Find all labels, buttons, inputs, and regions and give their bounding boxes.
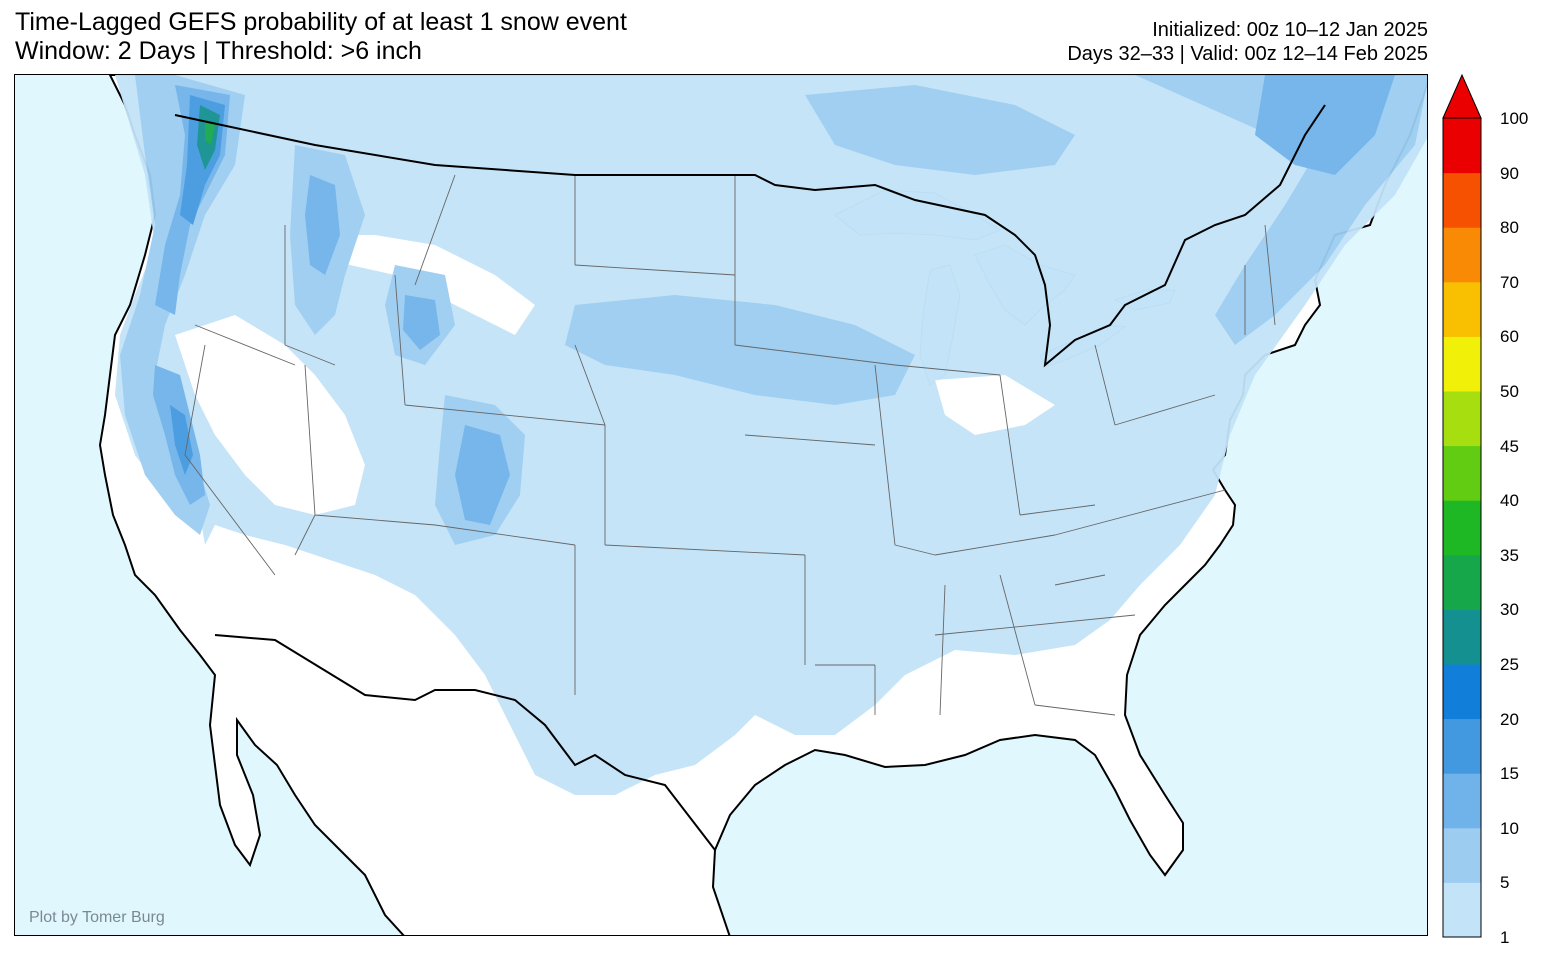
prob-10-colorado	[455, 425, 510, 525]
colorbar-tick-label: 35	[1500, 545, 1519, 565]
colorbar-tick-label: 10	[1500, 818, 1519, 838]
conus-map	[98, 75, 1427, 935]
colorbar-tick-label: 90	[1500, 163, 1519, 183]
colorbar-tick-label: 20	[1500, 709, 1519, 729]
colorbar-segment	[1443, 118, 1481, 174]
boundary-lines	[184, 174, 1276, 716]
colorbar-segment	[1443, 172, 1481, 228]
prob-5-west-coast	[120, 75, 245, 535]
title-line-2: Window: 2 Days | Threshold: >6 inch	[15, 37, 422, 65]
colorbar-segment	[1443, 391, 1481, 447]
colorbar-tick-label: 45	[1500, 436, 1519, 456]
colorbar-segment	[1443, 718, 1481, 774]
prob-10-maine	[1255, 75, 1395, 175]
run-info: Initialized: 00z 10–12 Jan 2025 Days 32–…	[1067, 18, 1428, 66]
colorbar-tick-label: 1	[1500, 928, 1510, 947]
colorbar-tick-label: 100	[1500, 109, 1529, 128]
map-panel: Plot by Tomer Burg	[14, 74, 1428, 936]
probability-shading	[115, 75, 1427, 795]
colorbar-tick-label: 5	[1500, 873, 1510, 893]
initialized-text: Initialized: 00z 10–12 Jan 2025	[1152, 19, 1428, 41]
plot-credit: Plot by Tomer Burg	[29, 909, 165, 926]
colorbar-extension-arrow	[1442, 74, 1482, 119]
colorbar-segment	[1443, 500, 1481, 556]
prob-30-cascades	[205, 120, 215, 145]
colorbar	[1442, 74, 1482, 938]
colorbar-segment	[1443, 827, 1481, 883]
colorbar-tick-label: 50	[1500, 382, 1519, 401]
us-mexico-border	[214, 634, 716, 851]
colorbar-tick-label: 25	[1500, 655, 1519, 674]
state-boundaries	[184, 174, 1276, 716]
prob-10-rockies-idaho	[305, 175, 340, 275]
colorbar-tick-label: 30	[1500, 600, 1519, 620]
colorbar-tick-label: 40	[1500, 491, 1519, 511]
colorbar-tick-label: 80	[1500, 218, 1519, 238]
clear-wisconsin-gap	[935, 375, 1055, 435]
prob-5-ontario-quebec	[805, 85, 1075, 175]
colorbar-segment	[1443, 664, 1481, 720]
title-line-1: Time-Lagged GEFS probability of at least…	[15, 8, 627, 36]
prob-5-northern-plains	[565, 295, 915, 405]
colorbar-segment	[1443, 609, 1481, 665]
colorbar-segment	[1443, 773, 1481, 829]
colorbar-segment	[1443, 336, 1481, 392]
us-canada-border	[174, 104, 1326, 368]
colorbar-outline	[1442, 117, 1482, 938]
colorbar-segment	[1443, 227, 1481, 283]
map-title: Time-Lagged GEFS probability of at least…	[15, 8, 627, 66]
colorbar-segment	[1443, 554, 1481, 610]
colorbar-segment	[1443, 445, 1481, 501]
colorbar-tick-label: 60	[1500, 327, 1519, 347]
colorbar-tick-label: 70	[1500, 272, 1519, 292]
colorbar-tick-label: 15	[1500, 764, 1519, 784]
colorbar-segment	[1443, 281, 1481, 337]
valid-text: Days 32–33 | Valid: 00z 12–14 Feb 2025	[1067, 43, 1428, 65]
prob-10-wyoming	[403, 295, 440, 350]
clear-oregon-great-basin	[175, 315, 365, 515]
colorbar-segments	[1443, 118, 1481, 938]
colorbar-segment	[1443, 882, 1481, 938]
